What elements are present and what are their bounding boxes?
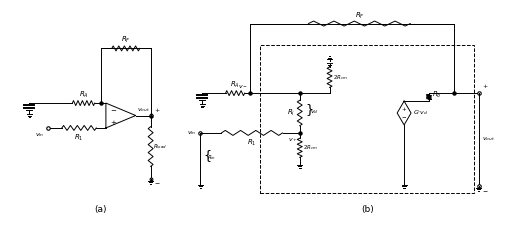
Text: $R_{in}$: $R_{in}$ — [207, 153, 217, 162]
Text: $v_d$: $v_d$ — [310, 108, 318, 116]
Text: $G{\cdot}v_d$: $G{\cdot}v_d$ — [413, 109, 429, 117]
Text: (a): (a) — [95, 206, 107, 214]
Text: $-$: $-$ — [482, 188, 488, 194]
Text: $+$: $+$ — [110, 118, 117, 127]
Text: $-$: $-$ — [401, 114, 407, 120]
Text: $2R_{cm}$: $2R_{cm}$ — [303, 143, 317, 152]
Text: $-$: $-$ — [154, 181, 160, 186]
Text: $R_F$: $R_F$ — [354, 10, 364, 21]
Text: $R_o$: $R_o$ — [432, 90, 441, 100]
Text: $v_{out}$: $v_{out}$ — [137, 106, 150, 113]
Text: $v_+$: $v_+$ — [288, 136, 298, 144]
Text: $R_i$: $R_i$ — [287, 108, 295, 118]
Text: $R_1$: $R_1$ — [247, 138, 257, 148]
Text: $-$: $-$ — [110, 106, 117, 112]
Text: $R_A$: $R_A$ — [79, 90, 89, 100]
Text: $+$: $+$ — [401, 105, 407, 113]
Text: $v_-$: $v_-$ — [238, 84, 248, 90]
Text: $v_{out}$: $v_{out}$ — [482, 135, 495, 143]
Text: $v_{in}$: $v_{in}$ — [187, 129, 197, 137]
Text: $v_{in}$: $v_{in}$ — [35, 131, 44, 139]
Text: $+$: $+$ — [154, 106, 160, 113]
Bar — [260, 45, 474, 192]
Text: $2R_{cm}$: $2R_{cm}$ — [332, 73, 348, 82]
Text: $R_{load}$: $R_{load}$ — [153, 142, 167, 151]
Text: $\}$: $\}$ — [305, 102, 313, 118]
Text: $R_A$: $R_A$ — [230, 80, 240, 90]
Text: $+$: $+$ — [482, 82, 488, 90]
Text: $R_1$: $R_1$ — [74, 133, 84, 143]
Text: (b): (b) — [361, 206, 374, 214]
Text: $R_F$: $R_F$ — [121, 35, 131, 45]
Text: $\{$: $\{$ — [203, 148, 212, 164]
